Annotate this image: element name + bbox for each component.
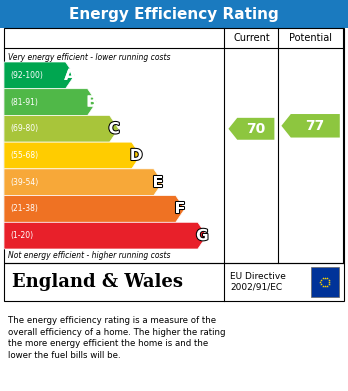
Text: E: E <box>153 175 164 190</box>
Text: (1-20): (1-20) <box>10 231 33 240</box>
Text: G: G <box>196 228 208 243</box>
Text: (69-80): (69-80) <box>10 124 38 133</box>
Text: C: C <box>109 121 120 136</box>
Bar <box>4 28 344 263</box>
Polygon shape <box>4 142 141 169</box>
Text: Potential: Potential <box>289 33 332 43</box>
Polygon shape <box>4 169 163 196</box>
Polygon shape <box>282 114 340 138</box>
Text: The energy efficiency rating is a measure of the
overall efficiency of a home. T: The energy efficiency rating is a measur… <box>8 316 226 360</box>
Text: Very energy efficient - lower running costs: Very energy efficient - lower running co… <box>8 54 171 63</box>
Text: EU Directive
2002/91/EC: EU Directive 2002/91/EC <box>230 272 286 292</box>
Text: 70: 70 <box>246 122 265 136</box>
Polygon shape <box>4 222 207 249</box>
Polygon shape <box>4 62 74 89</box>
Polygon shape <box>4 115 119 142</box>
Text: D: D <box>130 148 142 163</box>
Text: (39-54): (39-54) <box>10 178 38 187</box>
Polygon shape <box>4 89 97 115</box>
Text: Current: Current <box>233 33 270 43</box>
Bar <box>0 0 348 28</box>
Polygon shape <box>228 118 275 140</box>
Text: (21-38): (21-38) <box>10 204 38 213</box>
Text: B: B <box>86 95 98 109</box>
Text: (81-91): (81-91) <box>10 98 38 107</box>
Text: England & Wales: England & Wales <box>12 273 183 291</box>
Text: F: F <box>175 201 185 217</box>
Text: Not energy efficient - higher running costs: Not energy efficient - higher running co… <box>8 251 171 260</box>
Bar <box>4 263 344 301</box>
Text: Energy Efficiency Rating: Energy Efficiency Rating <box>69 7 279 22</box>
Text: A: A <box>64 68 76 83</box>
Text: (92-100): (92-100) <box>10 71 43 80</box>
Bar <box>311 267 339 297</box>
Text: 77: 77 <box>305 119 324 133</box>
Text: (55-68): (55-68) <box>10 151 38 160</box>
Polygon shape <box>4 196 185 222</box>
